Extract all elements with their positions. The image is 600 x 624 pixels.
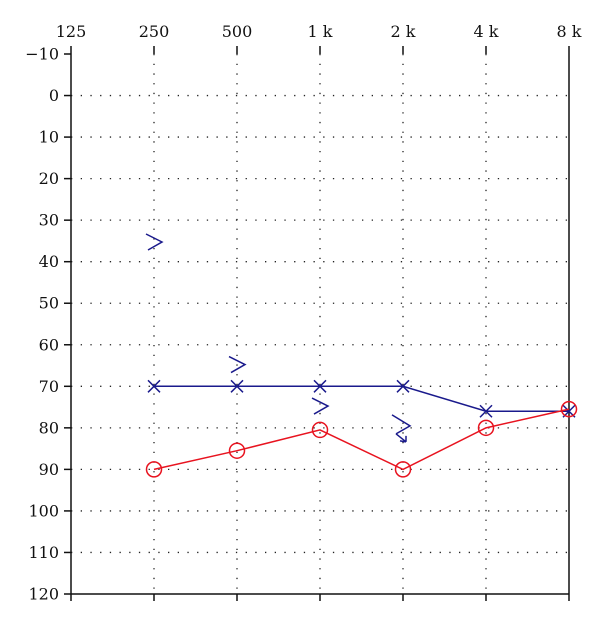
x-tick-label: 2 k <box>391 22 416 41</box>
x-tick-label: 1 k <box>308 22 333 41</box>
y-tick-label: 110 <box>28 543 59 562</box>
circle-marker <box>145 461 163 478</box>
y-tick-label: 10 <box>39 128 59 147</box>
cross-marker <box>313 379 327 393</box>
y-tick-label: 70 <box>39 377 59 396</box>
y-tick-label: 100 <box>28 501 59 520</box>
series-line <box>154 385 569 412</box>
y-tick-label: −10 <box>25 45 59 64</box>
circle-marker <box>477 419 495 437</box>
series-line <box>153 408 570 471</box>
circle-marker <box>394 461 412 478</box>
y-tick-label: 30 <box>39 211 59 230</box>
cross-marker <box>479 404 493 418</box>
circle-marker <box>228 442 246 459</box>
y-tick-label: 0 <box>49 86 59 105</box>
cross-marker <box>396 379 410 393</box>
y-tick-label: 120 <box>28 585 59 604</box>
no-response-arrow <box>395 433 407 443</box>
bone-conduction-marker <box>311 397 330 415</box>
y-tick-label: 90 <box>39 460 59 479</box>
y-tick-label: 40 <box>39 252 59 271</box>
bone-conduction-marker <box>145 233 164 251</box>
x-tick-label: 250 <box>139 22 170 41</box>
y-tick-label: 20 <box>39 169 59 188</box>
circle-marker <box>560 400 578 418</box>
cross-marker <box>147 379 161 393</box>
y-tick-label: 60 <box>39 335 59 354</box>
x-tick-label: 8 k <box>557 22 582 41</box>
y-tick-label: 50 <box>39 294 59 313</box>
circle-marker <box>311 421 329 439</box>
cross-marker <box>230 379 244 393</box>
x-tick-label: 125 <box>56 22 87 41</box>
x-tick-label: 500 <box>222 22 253 41</box>
bone-conduction-marker <box>228 355 247 374</box>
x-tick-label: 4 k <box>474 22 499 41</box>
y-tick-label: 80 <box>39 418 59 437</box>
bone-conduction-marker <box>391 414 412 435</box>
